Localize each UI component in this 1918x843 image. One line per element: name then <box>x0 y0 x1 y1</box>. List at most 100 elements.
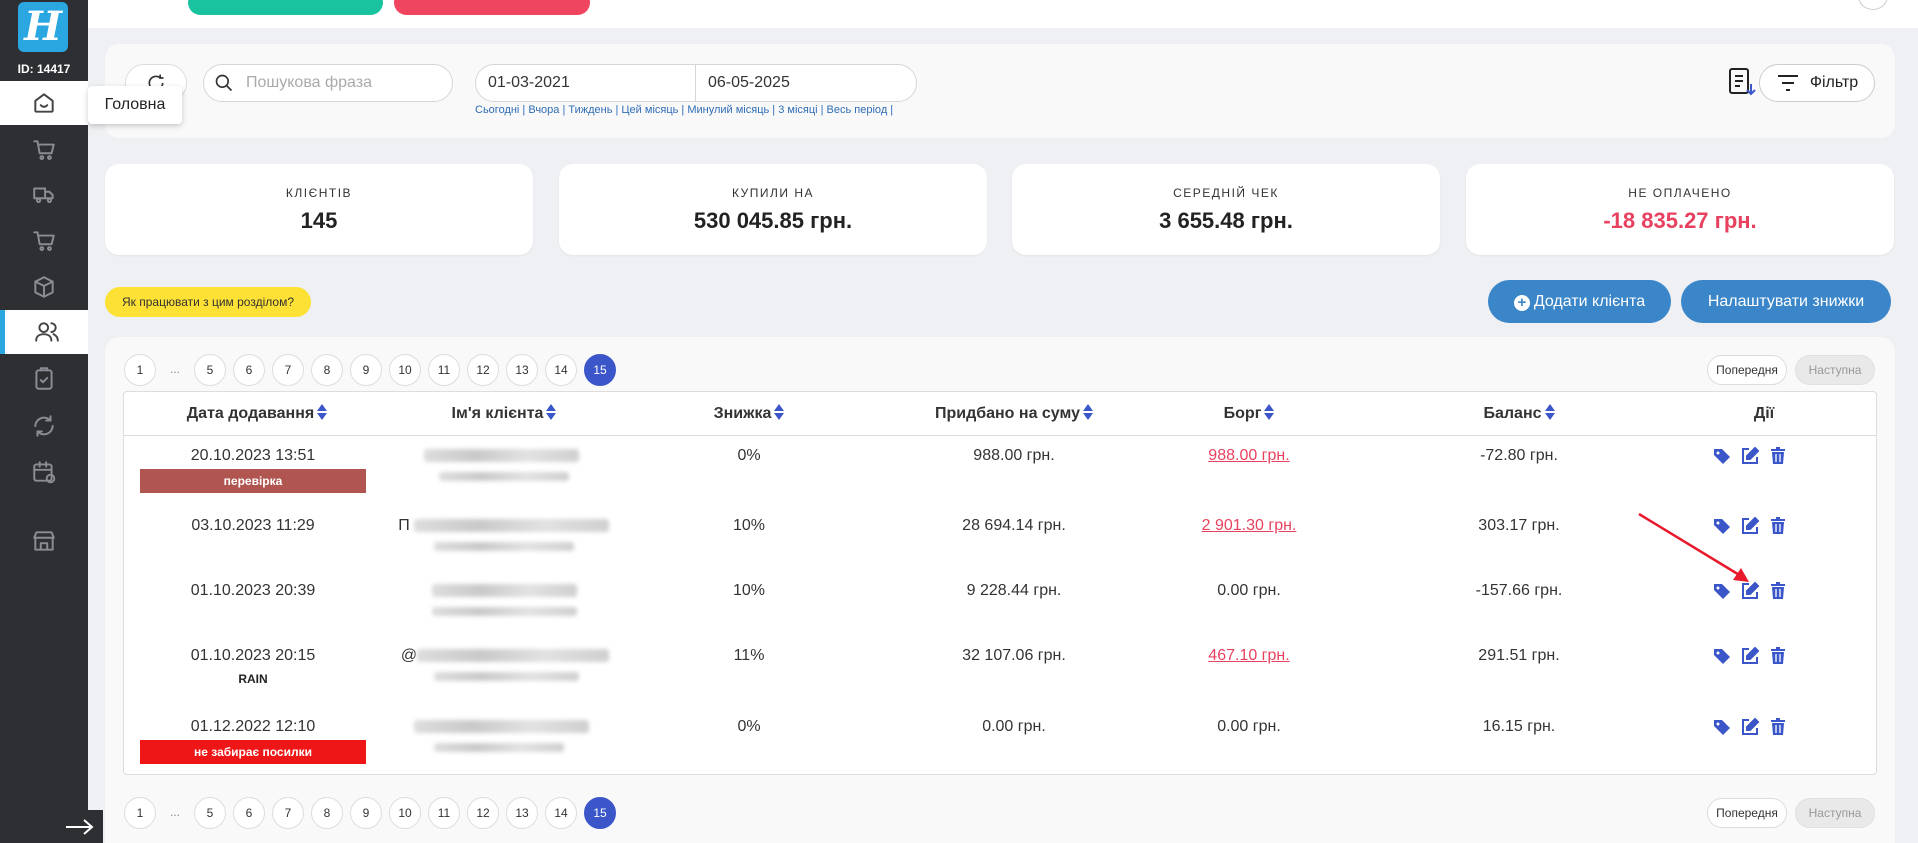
sidebar-item-tasks[interactable] <box>0 357 88 401</box>
delivery-icon <box>33 187 54 204</box>
column-header-name[interactable]: Ім'я клієнта <box>394 392 614 436</box>
cell-debt-link[interactable]: 467.10 грн. <box>1208 647 1290 664</box>
trash-icon[interactable] <box>1768 717 1788 737</box>
trash-icon[interactable] <box>1768 646 1788 666</box>
tag-icon[interactable] <box>1712 581 1732 601</box>
column-header-debt[interactable]: Борг <box>1164 392 1334 436</box>
sidebar-item-orders[interactable] <box>0 128 88 172</box>
edit-icon[interactable] <box>1740 516 1760 536</box>
column-header-discount[interactable]: Знижка <box>664 392 834 436</box>
tag-icon[interactable] <box>1712 646 1732 666</box>
quick-date-ranges[interactable]: Сьогодні | Вчора | Тиждень | Цей місяць … <box>475 104 894 116</box>
client-name-redacted[interactable] <box>417 649 609 662</box>
client-name-redacted[interactable] <box>432 584 577 597</box>
page-button[interactable]: 7 <box>272 354 304 386</box>
app-logo[interactable]: H <box>18 2 68 52</box>
sidebar-item-delivery[interactable] <box>0 173 88 217</box>
top-action-button-red[interactable] <box>394 0 590 15</box>
cell-debt-link[interactable]: 2 901.30 грн. <box>1201 517 1297 534</box>
page-button[interactable]: 12 <box>467 797 499 829</box>
avatar[interactable] <box>1858 0 1888 10</box>
page-button[interactable]: 13 <box>506 797 538 829</box>
date-from-input[interactable]: 01-03-2021 <box>476 65 696 101</box>
page-button[interactable]: 8 <box>311 797 343 829</box>
sidebar-item-calendar[interactable] <box>0 450 88 494</box>
page-button[interactable]: 10 <box>389 354 421 386</box>
client-name-redacted[interactable] <box>414 519 609 532</box>
page-button[interactable]: 14 <box>545 354 577 386</box>
stat-value: -18 835.27 грн. <box>1603 208 1757 233</box>
clipboard-icon <box>35 367 53 390</box>
edit-icon[interactable] <box>1740 446 1760 466</box>
search-icon <box>215 74 233 92</box>
page-button[interactable]: 6 <box>233 354 265 386</box>
export-button[interactable] <box>1723 64 1765 102</box>
prev-page-button[interactable]: Попередня <box>1707 798 1787 828</box>
sync-icon <box>34 415 54 437</box>
client-name-redacted[interactable] <box>424 449 579 462</box>
sidebar-item-home[interactable] <box>0 81 88 125</box>
trash-icon[interactable] <box>1768 516 1788 536</box>
client-name-redacted[interactable] <box>414 720 589 733</box>
sidebar-item-store[interactable] <box>0 519 88 563</box>
trash-icon[interactable] <box>1768 581 1788 601</box>
sidebar-item-clients[interactable] <box>0 310 88 354</box>
date-to-input[interactable]: 06-05-2025 <box>708 74 790 91</box>
page-button[interactable]: 10 <box>389 797 421 829</box>
column-header-purchased[interactable]: Придбано на суму <box>904 392 1124 436</box>
row-actions <box>1712 446 1788 466</box>
sidebar-item-basket[interactable] <box>0 219 88 263</box>
tag-icon[interactable] <box>1712 446 1732 466</box>
setup-discounts-button[interactable]: Налаштувати знижки <box>1681 280 1891 323</box>
page-button[interactable]: 11 <box>428 797 460 829</box>
page-button[interactable]: 5 <box>194 354 226 386</box>
next-page-button[interactable]: Наступна <box>1795 355 1875 385</box>
page-button[interactable]: 7 <box>272 797 304 829</box>
annotation-arrow <box>1638 512 1749 582</box>
top-bar <box>88 0 1918 28</box>
column-header-label: Баланс <box>1483 405 1542 422</box>
cell-discount: 0% <box>737 718 761 735</box>
add-client-label: Додати клієнта <box>1533 293 1646 310</box>
sidebar-collapse-button[interactable] <box>55 810 103 843</box>
client-contact-redacted <box>434 672 579 681</box>
tag-icon[interactable] <box>1712 717 1732 737</box>
search-field[interactable] <box>203 64 453 102</box>
cell-debt-link[interactable]: 988.00 грн. <box>1208 447 1290 464</box>
page-button[interactable]: 11 <box>428 354 460 386</box>
trash-icon[interactable] <box>1768 446 1788 466</box>
tag-icon[interactable] <box>1712 516 1732 536</box>
pagination-top: 1 ... 5 6 7 8 9 10 11 12 13 14 15 <box>124 354 616 386</box>
filter-button[interactable]: Фільтр <box>1759 64 1875 102</box>
edit-icon[interactable] <box>1740 646 1760 666</box>
stat-label: Купили на <box>731 186 814 200</box>
edit-icon[interactable] <box>1740 581 1760 601</box>
page-button[interactable]: 9 <box>350 354 382 386</box>
page-button[interactable]: 6 <box>233 797 265 829</box>
column-header-date[interactable]: Дата додавання <box>144 392 370 436</box>
sidebar-item-sync[interactable] <box>0 404 88 448</box>
page-button[interactable]: 1 <box>124 797 156 829</box>
top-action-button-green[interactable] <box>188 0 383 15</box>
sidebar-item-products[interactable] <box>0 265 88 309</box>
search-input[interactable] <box>246 74 446 92</box>
edit-icon[interactable] <box>1740 717 1760 737</box>
next-page-button[interactable]: Наступна <box>1795 798 1875 828</box>
page-button[interactable]: 5 <box>194 797 226 829</box>
page-button-current[interactable]: 15 <box>584 797 616 829</box>
add-client-button[interactable]: + Додати клієнта <box>1488 280 1671 323</box>
row-actions <box>1712 717 1788 737</box>
page-button[interactable]: 13 <box>506 354 538 386</box>
cell-name-prefix: @ <box>400 647 418 664</box>
column-header-balance[interactable]: Баланс <box>1434 392 1604 436</box>
help-button[interactable]: Як працювати з цим розділом? <box>105 287 311 317</box>
page-button[interactable]: 1 <box>124 354 156 386</box>
page-button-current[interactable]: 15 <box>584 354 616 386</box>
page-button[interactable]: 12 <box>467 354 499 386</box>
page-button[interactable]: 9 <box>350 797 382 829</box>
page-button[interactable]: 14 <box>545 797 577 829</box>
prev-next-top: Попередня Наступна <box>1707 355 1875 385</box>
prev-page-button[interactable]: Попередня <box>1707 355 1787 385</box>
page-button[interactable]: 8 <box>311 354 343 386</box>
column-header-label: Дата додавання <box>186 405 315 422</box>
